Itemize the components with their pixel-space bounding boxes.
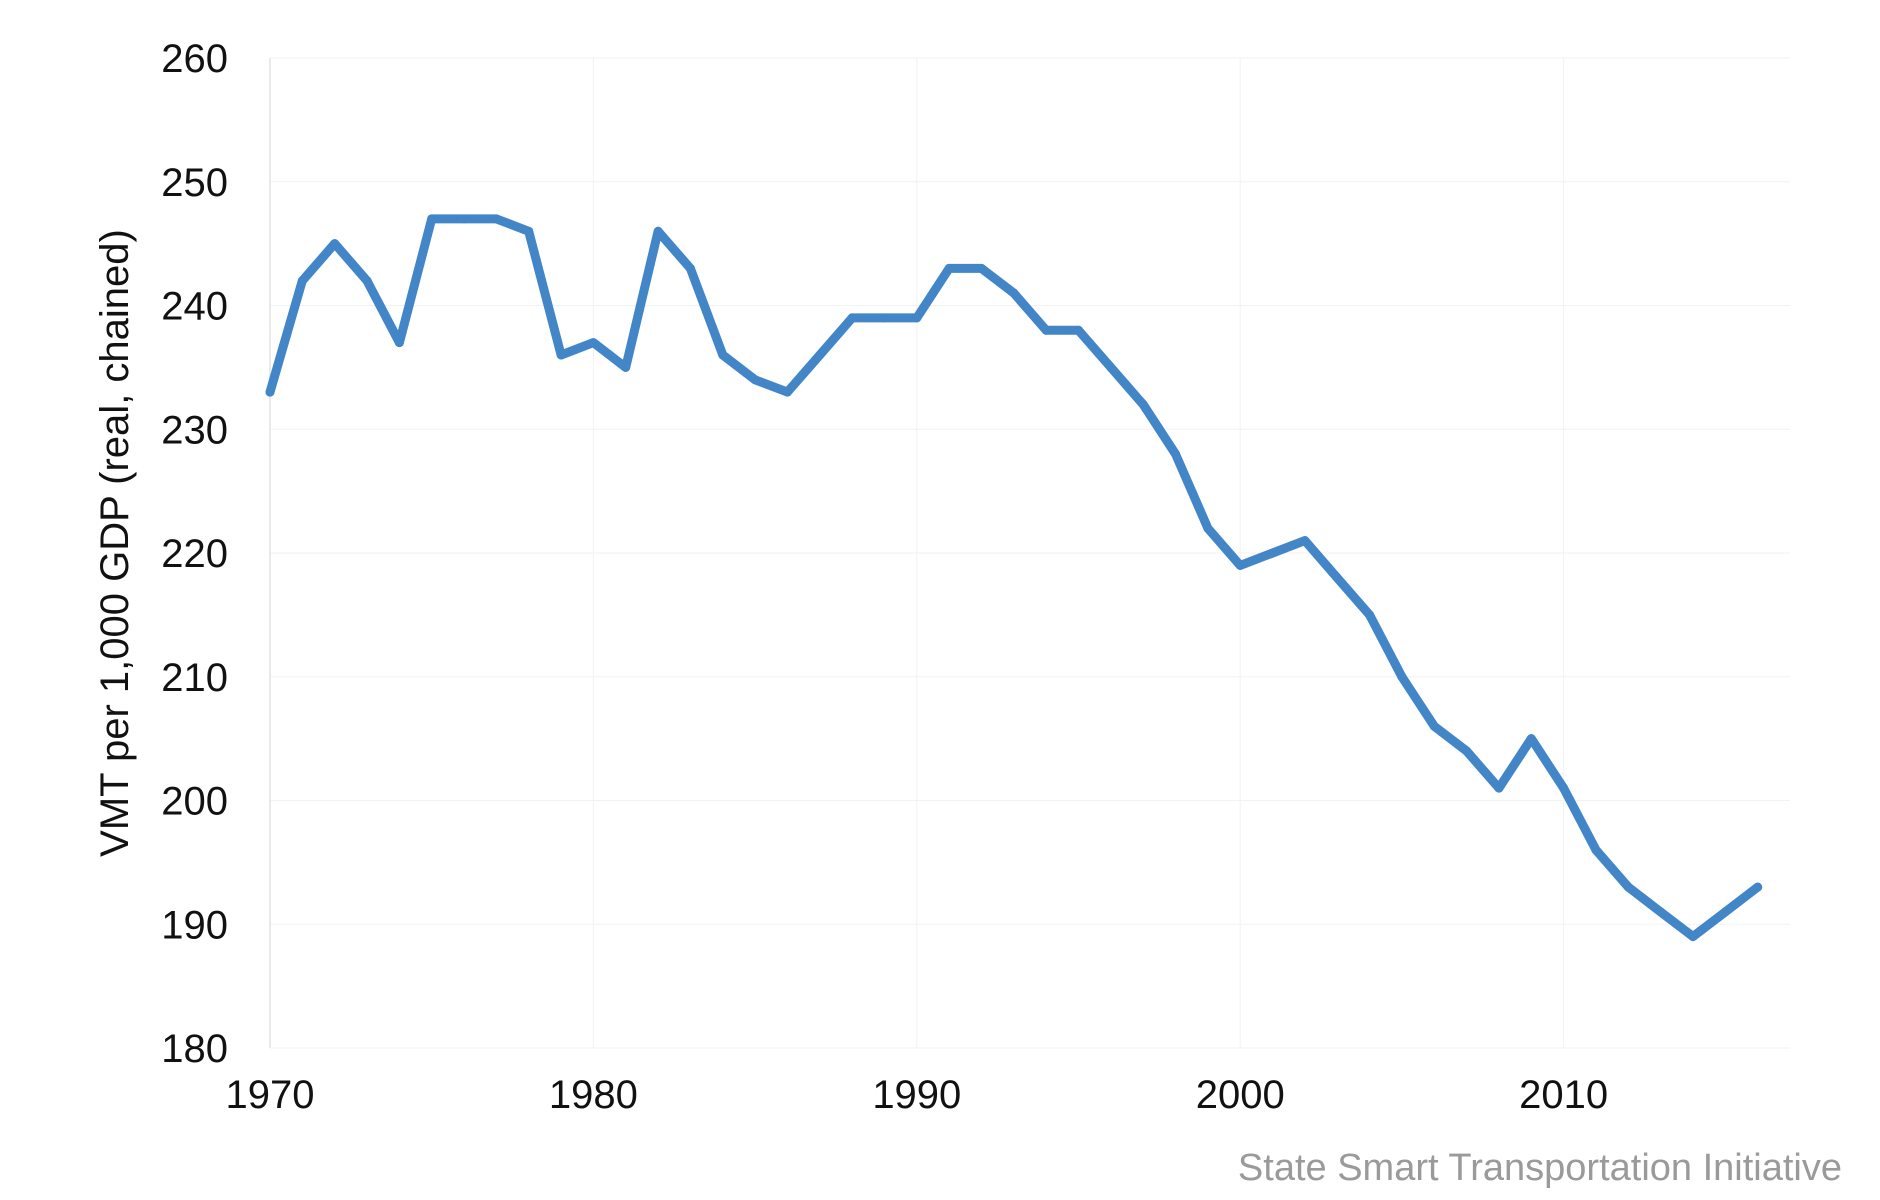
data-point xyxy=(588,338,598,348)
data-point xyxy=(653,226,663,236)
y-axis-ticks: 180 190 200 210 220 230 240 250 260 xyxy=(161,37,228,1071)
series-group xyxy=(265,214,1763,942)
data-point xyxy=(1688,932,1698,942)
y-tick-label: 190 xyxy=(161,903,228,947)
data-point xyxy=(815,350,825,360)
data-point xyxy=(1203,523,1213,533)
y-tick-label: 240 xyxy=(161,285,228,329)
data-point xyxy=(330,239,340,249)
y-tick-label: 180 xyxy=(161,1027,228,1071)
data-point xyxy=(459,214,469,224)
data-point xyxy=(944,263,954,273)
data-point xyxy=(976,263,986,273)
data-point xyxy=(718,350,728,360)
data-point xyxy=(621,362,631,372)
data-point xyxy=(685,263,695,273)
data-point xyxy=(1656,907,1666,917)
data-point xyxy=(1332,573,1342,583)
data-point xyxy=(1365,610,1375,620)
data-point xyxy=(1138,400,1148,409)
y-tick-label: 210 xyxy=(161,656,228,700)
series-line xyxy=(265,214,1763,942)
source-note: State Smart Transportation Initiative xyxy=(1238,1147,1842,1189)
data-point xyxy=(297,276,307,286)
data-point xyxy=(1429,721,1439,731)
data-point xyxy=(879,313,889,323)
y-tick-label: 250 xyxy=(161,161,228,205)
x-tick-label: 1980 xyxy=(549,1073,638,1117)
data-point xyxy=(556,350,566,360)
data-point xyxy=(1559,783,1569,793)
data-point xyxy=(1106,362,1116,372)
data-point xyxy=(1171,449,1181,459)
data-point xyxy=(1268,548,1278,558)
x-axis-ticks: 1970 1980 1990 2000 2010 xyxy=(226,1073,1609,1117)
data-point xyxy=(1526,734,1536,744)
data-point xyxy=(912,313,922,323)
x-tick-label: 2000 xyxy=(1196,1073,1285,1117)
data-point xyxy=(524,226,534,236)
y-tick-label: 260 xyxy=(161,37,228,81)
y-tick-label: 230 xyxy=(161,408,228,452)
data-point xyxy=(1009,288,1019,298)
data-point xyxy=(1300,536,1310,546)
data-point xyxy=(1720,907,1730,917)
data-point xyxy=(1623,882,1633,892)
data-point xyxy=(265,387,275,397)
data-point xyxy=(1462,746,1472,756)
data-point xyxy=(1235,560,1245,570)
data-point xyxy=(362,276,372,286)
x-tick-label: 1990 xyxy=(872,1073,961,1117)
y-tick-label: 200 xyxy=(161,780,228,824)
x-tick-label: 2010 xyxy=(1519,1073,1608,1117)
data-point xyxy=(394,338,404,348)
grid-lines xyxy=(269,57,1790,1049)
data-point xyxy=(1041,325,1051,335)
data-point xyxy=(491,214,501,224)
data-point xyxy=(1753,882,1763,892)
y-axis-label: VMT per 1,000 GDP (real, chained) xyxy=(93,229,137,857)
data-point xyxy=(847,313,857,323)
x-tick-label: 1970 xyxy=(226,1073,315,1117)
data-point xyxy=(427,214,437,224)
y-tick-label: 220 xyxy=(161,532,228,576)
data-point xyxy=(1591,845,1601,855)
data-point xyxy=(782,387,792,397)
data-point xyxy=(750,375,760,385)
data-point xyxy=(1494,783,1504,793)
data-point xyxy=(1397,672,1407,682)
data-point xyxy=(1074,325,1084,335)
